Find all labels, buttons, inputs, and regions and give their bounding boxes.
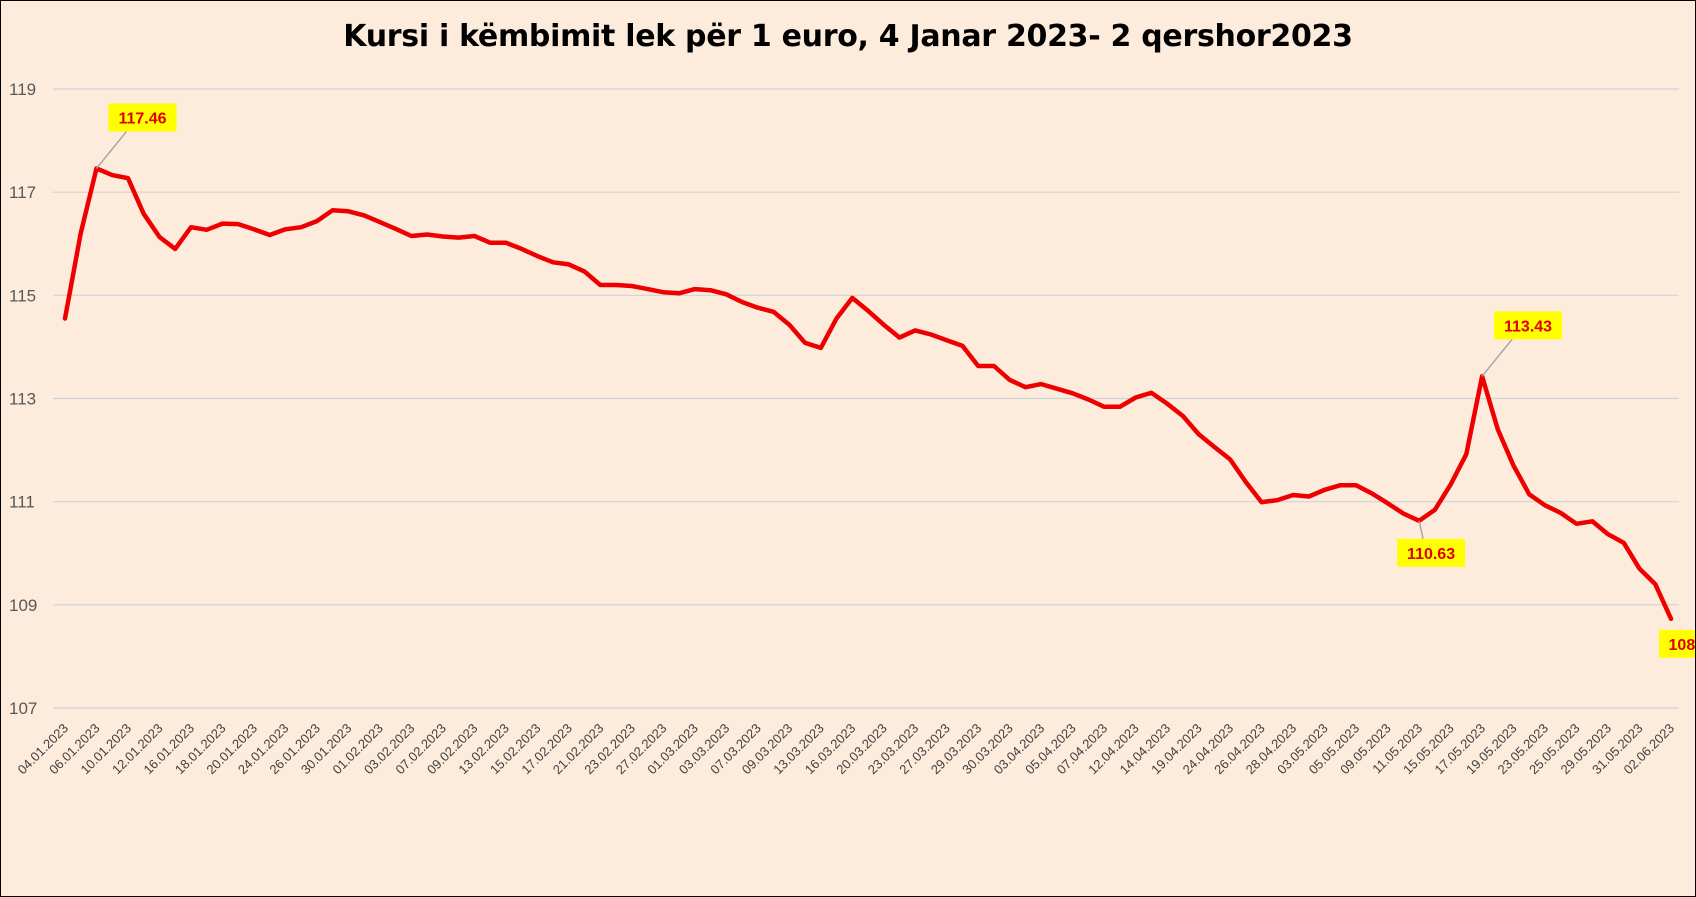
y-tick-label: 115: [9, 286, 36, 305]
x-axis-ticks: 04.01.202306.01.202310.01.202312.01.2023…: [14, 721, 1677, 778]
annotation-label: 113.43: [1504, 318, 1552, 335]
y-tick-label: 107: [9, 699, 37, 718]
annotation-box: [1659, 629, 1695, 658]
annotation-box: [1397, 538, 1466, 567]
annotation-label: 117.46: [118, 110, 166, 127]
data-annotations: 117.46 113.43 110.63 108.73: [95, 103, 1695, 658]
annotation-box: [108, 103, 177, 132]
chart-title: Kursi i këmbimit lek për 1 euro, 4 Janar…: [343, 19, 1353, 54]
series-lines: [62, 166, 1674, 622]
y-tick-label: 111: [9, 493, 35, 512]
annotation-box: [1494, 311, 1563, 340]
y-axis-ticks: 107 109 111 113 115 117 119: [9, 80, 37, 718]
series-line: [62, 166, 1674, 622]
annotation-leader: [1418, 520, 1424, 539]
annotation-leader: [1481, 338, 1513, 377]
y-tick-label: 117: [9, 183, 36, 202]
y-tick-label: 109: [9, 596, 37, 615]
gridlines: [53, 88, 1679, 709]
y-tick-label: 113: [9, 390, 36, 409]
annotation-label: 108.73: [1669, 637, 1695, 654]
annotation-leader: [95, 130, 128, 169]
y-tick-label: 119: [9, 80, 36, 99]
annotation-label: 110.63: [1407, 546, 1455, 563]
